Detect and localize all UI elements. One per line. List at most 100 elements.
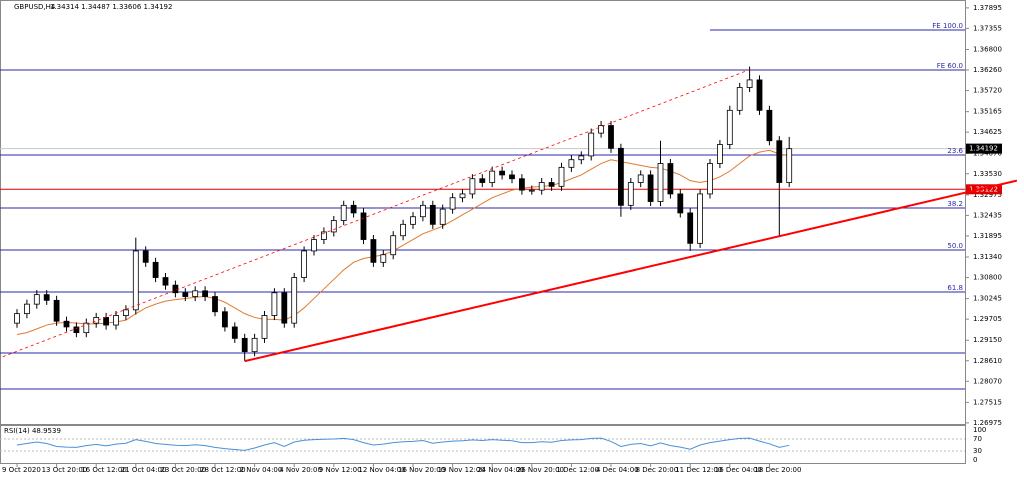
rsi-tick-label: 30 [973,447,982,455]
y-tick-label: 1.27515 [973,398,1002,406]
trendline [0,69,750,359]
candle-body [152,261,159,278]
x-tick-label: 21 Oct 04:00 [121,466,167,474]
candle-body [370,239,377,263]
y-tick-label: 1.30245 [973,295,1002,303]
candle-body [360,212,367,240]
rsi-panel [0,425,966,464]
x-tick-label: 18 Dec 20:00 [754,466,801,474]
rsi-tick-label: 70 [973,435,982,443]
candle-body [519,178,525,191]
level-label: FE 100.0 [932,22,963,30]
rsi-tick-label: 0 [973,456,977,464]
candle-body [439,208,446,225]
x-tick-label: 16 Dec 04:00 [715,466,762,474]
candle-body [598,125,604,134]
level-label: 38.2 [947,200,963,208]
candle-body [479,178,486,183]
candle-body [627,182,634,206]
candle-body [687,212,694,244]
candle-body [419,204,426,218]
x-tick-label: 16 Nov 20:00 [398,466,445,474]
y-tick-label: 1.26975 [973,419,1002,427]
candle-body [192,290,199,297]
candle-body [707,163,713,195]
candle-body [142,250,149,263]
candle-body [429,204,436,225]
candle-body [637,174,644,183]
y-tick-label: 1.29705 [973,315,1002,323]
x-tick-label: 8 Dec 20:00 [636,466,679,474]
candle-body [558,166,565,187]
candle-body [14,313,20,324]
candle-body [538,182,545,191]
candle-body [459,193,466,199]
x-tick-label: 11 Dec 12:00 [675,466,722,474]
candle-body [786,148,793,183]
candle-body [667,163,674,195]
candle-body [281,292,288,324]
candle-body [340,204,347,221]
candle-body [528,189,535,192]
candle-body [33,294,40,305]
candle-body [469,178,476,195]
candle-body [320,231,327,240]
y-tick-label: 1.28070 [973,377,1002,385]
candle-body [697,193,703,244]
candle-body [53,299,60,322]
candle-body [63,320,70,328]
candle-body [726,109,733,145]
candle-body [350,204,357,214]
y-tick-label: 1.28610 [973,357,1002,365]
level-label: 61.8 [947,284,963,292]
candle-body [400,223,407,237]
candle-body [231,326,238,339]
candle-body [618,147,624,206]
candle-body [172,284,179,294]
level-label: 23.6 [947,147,963,155]
x-tick-label: 4 Dec 04:00 [596,466,639,474]
candle-body [776,140,783,183]
price-tag [966,143,1002,154]
y-tick-label: 1.29150 [973,336,1002,344]
candle-body [756,79,763,111]
candle-body [746,79,753,88]
candle-body [251,337,258,353]
x-tick-label: 9 Nov 12:00 [319,466,362,474]
candle-body [182,292,189,297]
y-tick-label: 1.32975 [973,191,1002,199]
y-tick-label: 1.36260 [973,66,1002,74]
candle-body [162,277,169,286]
rsi-line [16,437,790,451]
candle-body [766,109,773,142]
y-tick-label: 1.31340 [973,253,1002,261]
y-tick-label: 1.37895 [973,4,1002,12]
candle-body [509,174,515,180]
candle-body [578,155,585,161]
candle-body [23,303,30,315]
candle-body [657,163,664,202]
candle-body [548,182,555,187]
candle-body [113,315,119,326]
x-tick-label: 19 Nov 12:00 [438,466,485,474]
candle-body [568,159,575,168]
y-tick-label: 1.32435 [973,211,1002,219]
candle-body [261,315,268,339]
candle-body [212,296,218,313]
candle-body [588,132,595,157]
candle-body [489,170,496,183]
x-tick-label: 1 Dec 12:00 [556,466,599,474]
y-tick-label: 1.37355 [973,24,1002,32]
x-tick-label: 26 Nov 20:00 [517,466,564,474]
trendline [244,179,1018,363]
candle-body [380,254,387,263]
candle-body [677,193,684,214]
candle-body [330,220,337,233]
candle-body [271,292,278,316]
x-tick-label: 2 Nov 04:00 [240,466,283,474]
price-tag-label: 1.34192 [969,145,998,153]
candle-body [241,337,248,353]
y-tick-label: 1.36800 [973,46,1002,54]
x-tick-label: 12 Nov 04:00 [358,466,405,474]
candle-body [83,322,90,334]
